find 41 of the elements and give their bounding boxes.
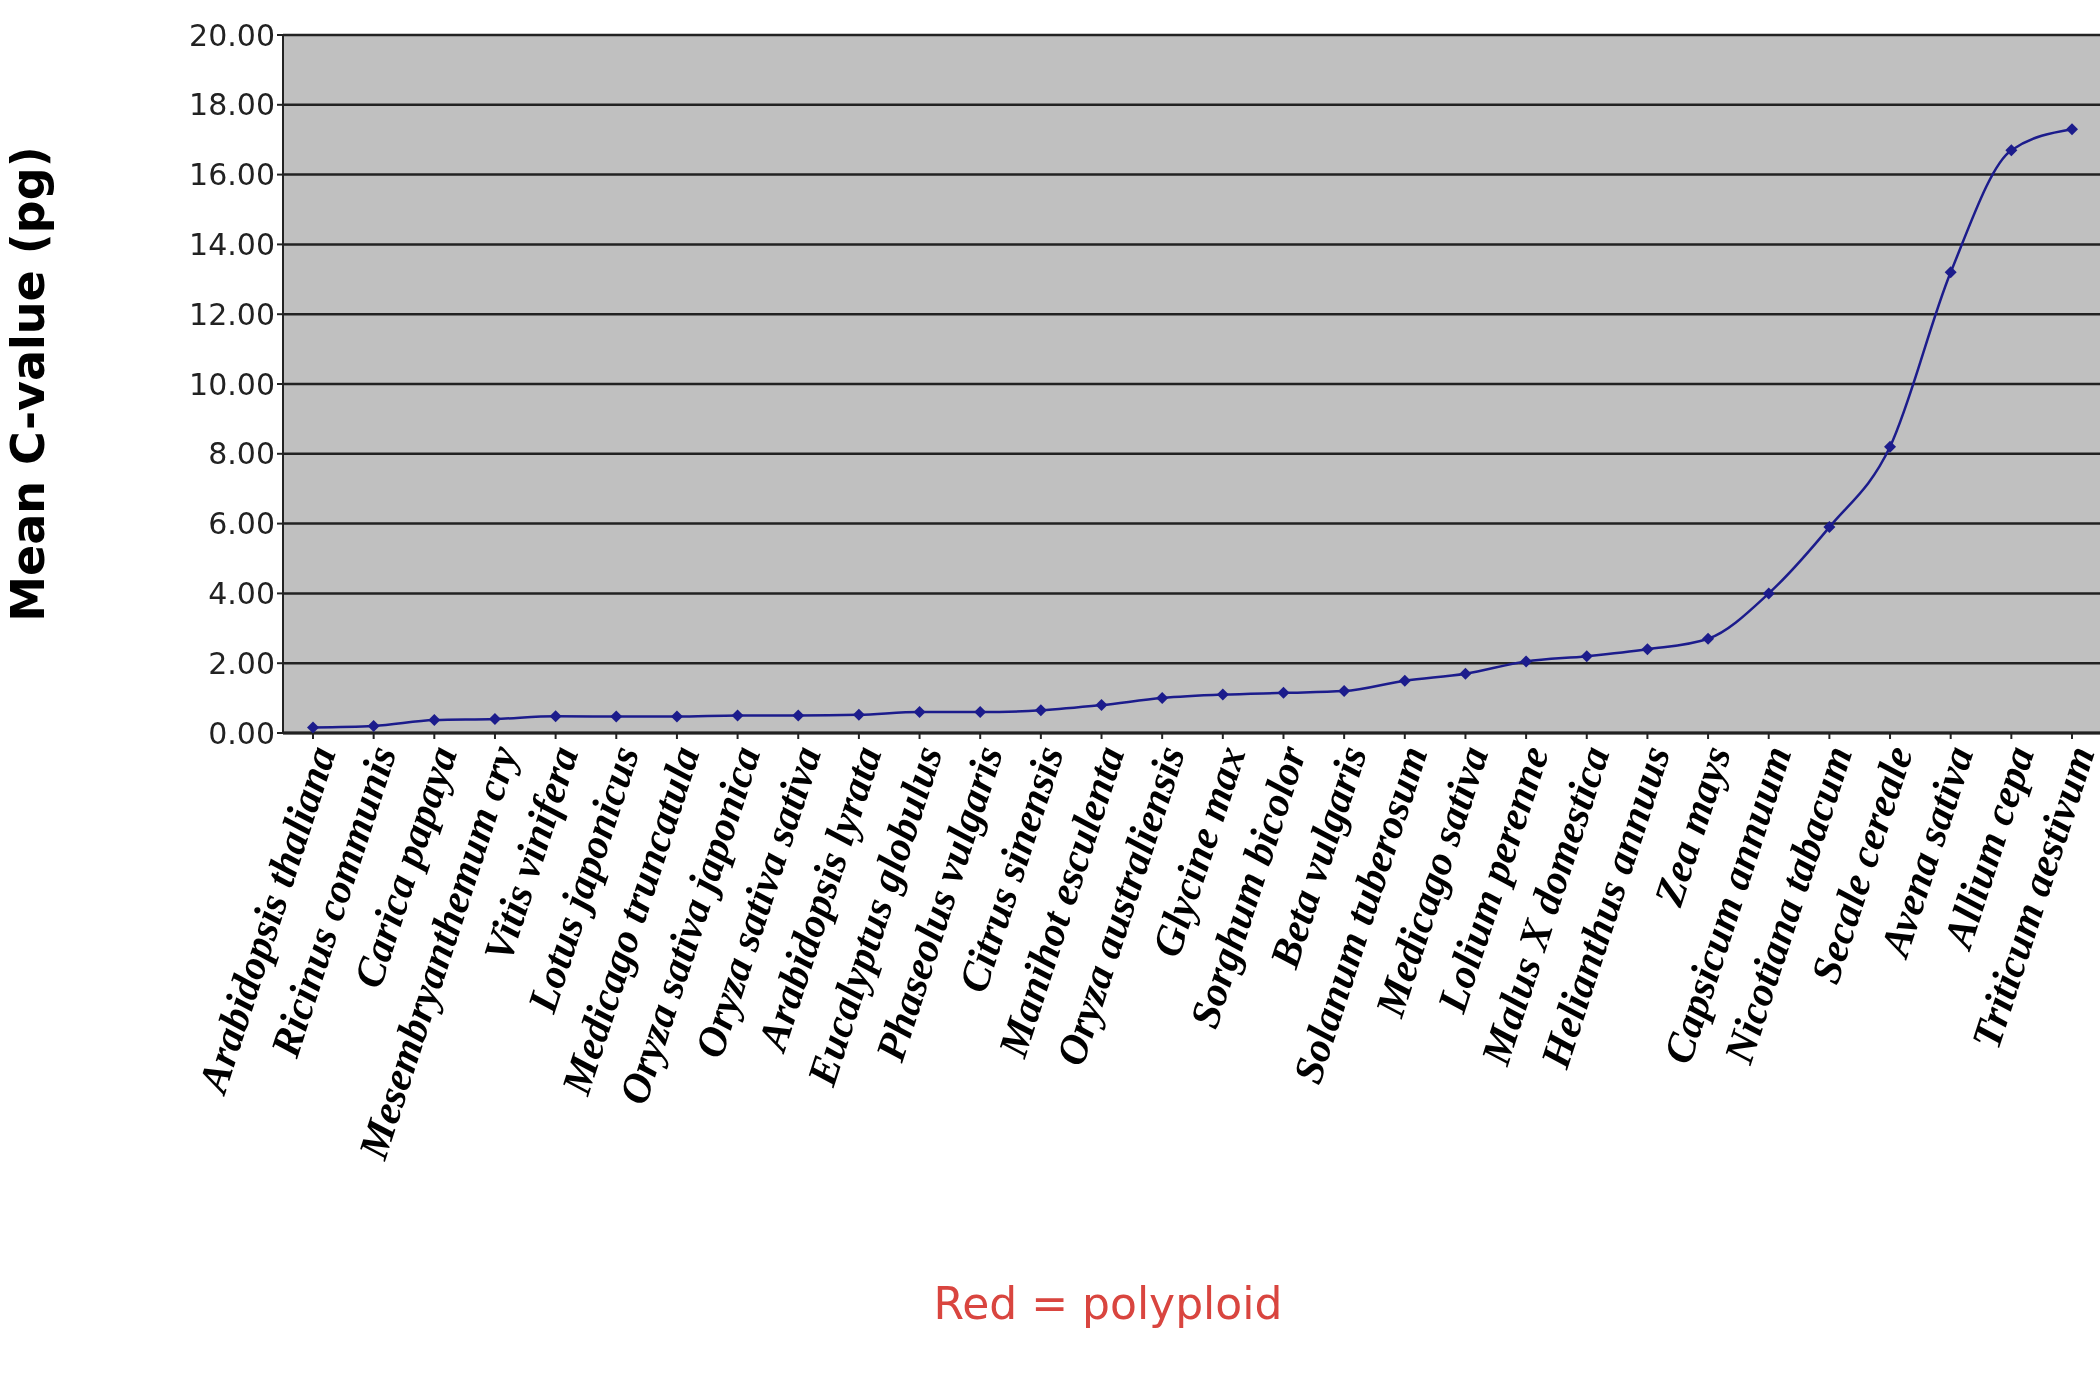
point	[549, 710, 562, 723]
point	[1156, 692, 1169, 705]
point	[1034, 704, 1047, 717]
y-tick-label: 8.00	[208, 436, 275, 472]
point	[307, 721, 319, 733]
point	[1702, 632, 1715, 645]
point	[1398, 674, 1411, 687]
point	[1520, 655, 1533, 668]
y-tick-label: 18.00	[189, 87, 275, 123]
point	[1884, 440, 1897, 453]
y-tick-label: 6.00	[208, 506, 275, 542]
point	[1095, 699, 1108, 712]
point	[1762, 587, 1775, 600]
point	[1277, 686, 1290, 699]
y-tick-label: 10.00	[189, 366, 275, 402]
point	[792, 709, 805, 722]
point	[852, 708, 865, 721]
point	[913, 706, 926, 719]
point	[2066, 123, 2078, 136]
y-tick-label: 14.00	[189, 227, 275, 263]
point	[610, 710, 623, 723]
point	[1580, 650, 1593, 663]
point	[1216, 688, 1229, 701]
y-tick-label: 20.00	[189, 17, 275, 53]
point	[428, 714, 441, 727]
point	[1823, 521, 1836, 534]
point	[367, 720, 380, 733]
point	[731, 709, 744, 722]
y-axis-title: Mean C-value (pg)	[1, 146, 56, 622]
y-tick-label: 4.00	[208, 576, 275, 612]
point	[1338, 685, 1351, 698]
y-tick-label: 16.00	[189, 157, 275, 193]
y-tick-label: 12.00	[189, 296, 275, 332]
point	[1641, 643, 1654, 656]
point	[1944, 266, 1957, 279]
point	[2005, 144, 2018, 157]
y-tick-label: 0.00	[208, 715, 275, 751]
point	[1459, 667, 1472, 680]
text: Red = polyploid	[932, 1278, 1284, 1329]
point	[670, 710, 683, 723]
y-tick-label: 2.00	[208, 645, 275, 681]
